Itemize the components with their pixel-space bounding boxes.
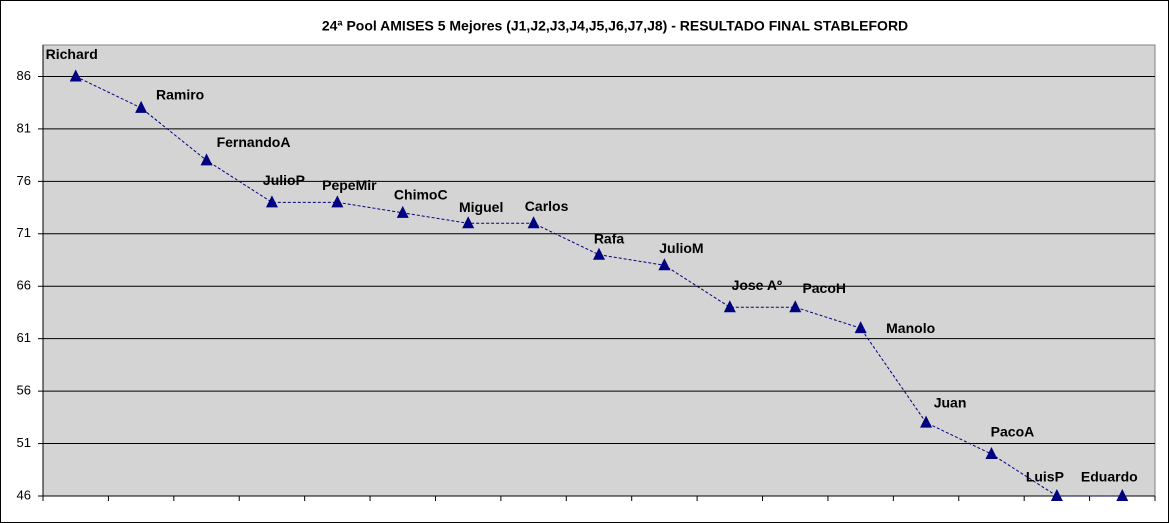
point-label: Rafa (594, 230, 625, 246)
marker (527, 216, 540, 229)
point-label: PacoH (802, 280, 846, 296)
y-tick-label: 56 (17, 383, 31, 398)
marker (331, 195, 344, 208)
marker (265, 195, 278, 208)
marker (985, 447, 998, 460)
point-label: Carlos (525, 198, 569, 214)
marker (462, 216, 475, 229)
point-label: Manolo (886, 320, 935, 336)
point-label: ChimoC (394, 187, 448, 203)
point-label: JulioM (659, 240, 703, 256)
point-label: FernandoA (217, 134, 291, 150)
marker (593, 247, 605, 260)
point-label: Miguel (459, 199, 503, 215)
marker (1116, 489, 1129, 501)
point-label: LuisP (1026, 469, 1064, 485)
marker (658, 258, 671, 271)
marker (723, 300, 736, 313)
marker (135, 100, 148, 113)
point-label: Jose Aº (732, 277, 783, 293)
plot-area (42, 44, 1156, 497)
y-tick-label: 61 (17, 330, 31, 345)
marker (396, 205, 409, 218)
y-tick-label: 81 (17, 120, 31, 135)
point-label: Richard (46, 46, 98, 62)
point-label: PepeMir (322, 177, 377, 193)
y-tick-label: 76 (17, 173, 31, 188)
marker (920, 415, 933, 428)
y-tick-label: 71 (17, 225, 31, 240)
y-tick-label: 51 (17, 435, 31, 450)
point-label: Eduardo (1081, 469, 1138, 485)
chart-title: 24ª Pool AMISES 5 Mejores (J1,J2,J3,J4,J… (322, 18, 908, 34)
marker (789, 300, 802, 313)
y-tick-label: 46 (17, 487, 31, 502)
marker (69, 69, 82, 82)
y-tick-label: 66 (17, 278, 31, 293)
point-label: JulioP (263, 172, 305, 188)
marker (200, 153, 213, 166)
y-tick-label: 86 (17, 68, 31, 83)
marker (854, 321, 867, 334)
point-label: Juan (934, 394, 967, 410)
point-label: PacoA (991, 424, 1035, 440)
marker (1050, 489, 1063, 501)
point-label: Ramiro (156, 87, 204, 103)
